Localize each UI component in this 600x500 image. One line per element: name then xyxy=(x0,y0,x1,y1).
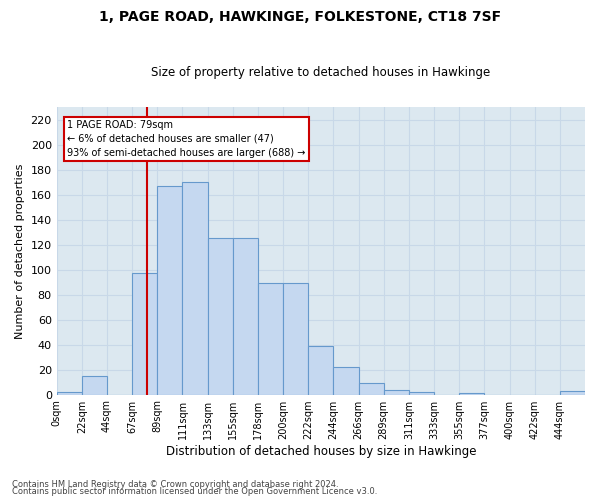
Text: 1, PAGE ROAD, HAWKINGE, FOLKESTONE, CT18 7SF: 1, PAGE ROAD, HAWKINGE, FOLKESTONE, CT18… xyxy=(99,10,501,24)
Bar xyxy=(409,392,434,394)
Bar xyxy=(384,390,409,394)
X-axis label: Distribution of detached houses by size in Hawkinge: Distribution of detached houses by size … xyxy=(166,444,476,458)
Bar xyxy=(258,284,283,395)
Bar xyxy=(208,238,233,394)
Bar xyxy=(82,376,107,394)
Bar xyxy=(560,391,585,394)
Text: Contains HM Land Registry data © Crown copyright and database right 2024.: Contains HM Land Registry data © Crown c… xyxy=(12,480,338,489)
Bar xyxy=(56,392,82,394)
Bar xyxy=(132,274,157,394)
Bar xyxy=(157,186,182,394)
Text: 1 PAGE ROAD: 79sqm
← 6% of detached houses are smaller (47)
93% of semi-detached: 1 PAGE ROAD: 79sqm ← 6% of detached hous… xyxy=(67,120,305,158)
Bar xyxy=(182,182,208,394)
Bar xyxy=(283,284,308,395)
Text: Contains public sector information licensed under the Open Government Licence v3: Contains public sector information licen… xyxy=(12,487,377,496)
Bar xyxy=(308,346,334,395)
Bar xyxy=(334,367,359,394)
Bar xyxy=(233,238,258,394)
Title: Size of property relative to detached houses in Hawkinge: Size of property relative to detached ho… xyxy=(151,66,490,80)
Y-axis label: Number of detached properties: Number of detached properties xyxy=(15,163,25,338)
Bar xyxy=(359,384,384,394)
